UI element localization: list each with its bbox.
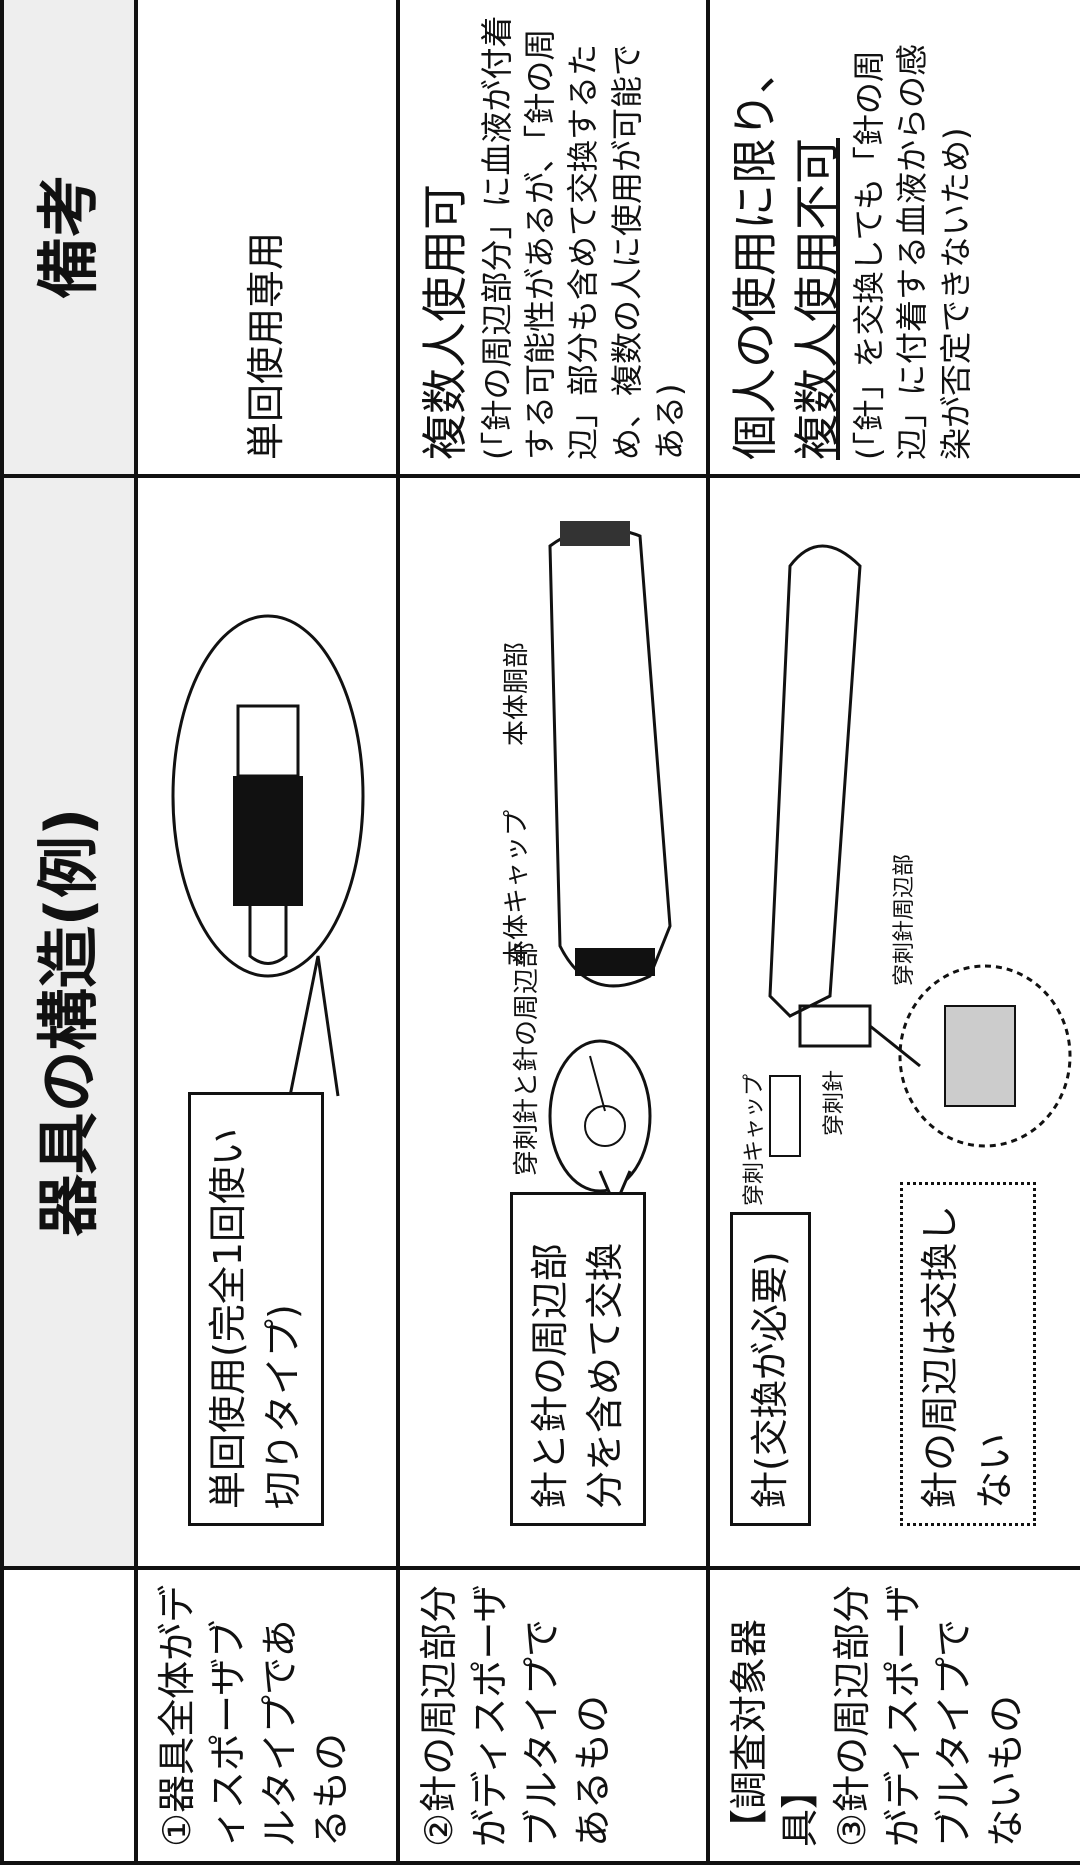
part-label: 本体キャップ (502, 809, 532, 966)
remark-emphasis: 複数人使用不可 (790, 138, 845, 460)
part-label: 穿刺針 (822, 1069, 848, 1136)
row: 【調査対象器具】 ③針の周辺部分がディスポーザブルタイプでないもの 針(交換が必… (708, 0, 1080, 1863)
callout: 針の周辺は交換しない (900, 1182, 1037, 1526)
remark-text: 単回使用専用 (244, 231, 289, 460)
description-text: ①器具全体がディスポーザブルタイプであるもの (155, 1584, 353, 1847)
remark-text: 複数人使用可 (418, 184, 472, 460)
device-illustration (171, 614, 365, 1107)
description: 【調査対象器具】 ③針の周辺部分がディスポーザブルタイプでないもの (708, 1568, 1080, 1863)
part-label: 穿刺針周辺部 (892, 853, 918, 986)
structure: 針(交換が必要) 針の周辺は交換しない 穿刺キャップ 穿刺針 穿刺針周辺部 (708, 476, 1080, 1568)
header-remarks: 備考 (2, 0, 136, 476)
remarks: 複数人使用可 (「針の周辺部分」に血液が付着する可能性があるが、「針の周辺」部分… (398, 0, 709, 476)
part-label: 穿刺キャップ (742, 1073, 768, 1206)
description: ②針の周辺部分がディスポーザブルタイプであるもの (398, 1568, 709, 1863)
remarks: 単回使用専用 (136, 0, 398, 476)
remark-note: (「針」を交換しても「針の周辺」に付着する血液からの感染が否定できないため) (850, 43, 975, 460)
row: ①器具全体がディスポーザブルタイプであるもの 単回使用(完全1回使い切りタイプ)… (136, 0, 398, 1863)
part-label: 本体胴部 (502, 641, 532, 746)
description-text: ②針の周辺部分がディスポーザブルタイプであるもの (417, 1584, 615, 1847)
callout: 針(交換が必要) (730, 1212, 812, 1526)
device-illustration (548, 521, 672, 1210)
header-row: 器具の構造(例) 備考 (2, 0, 136, 1863)
header-empty (2, 1568, 136, 1863)
row: ②針の周辺部分がディスポーザブルタイプであるもの 針と針の周辺部分を含めて交換 … (398, 0, 709, 1863)
description-tag: 【調査対象器具】 (727, 1618, 823, 1847)
description: ①器具全体がディスポーザブルタイプであるもの (136, 1568, 398, 1863)
structure: 単回使用(完全1回使い切りタイプ) (136, 476, 398, 1568)
header-structure: 器具の構造(例) (2, 476, 136, 1568)
remark-text: 個人の使用に限り、 (728, 47, 783, 460)
remark-note: (「針の周辺部分」に血液が付着する可能性があるが、「針の周辺」部分も含めて交換す… (478, 15, 689, 461)
structure: 針と針の周辺部分を含めて交換 穿刺針と針の周辺部 本体キャップ 本体胴部 (398, 476, 709, 1568)
description-text: ③針の周辺部分がディスポーザブルタイプでないもの (829, 1584, 1028, 1847)
part-label: 穿刺針と針の周辺部 (512, 941, 542, 1176)
callout: 単回使用(完全1回使い切りタイプ) (188, 1092, 325, 1526)
callout: 針と針の周辺部分を含めて交換 (510, 1192, 647, 1526)
remarks: 個人の使用に限り、 複数人使用不可 (「針」を交換しても「針の周辺」に付着する血… (708, 0, 1080, 476)
device-illustration (768, 544, 1072, 1157)
